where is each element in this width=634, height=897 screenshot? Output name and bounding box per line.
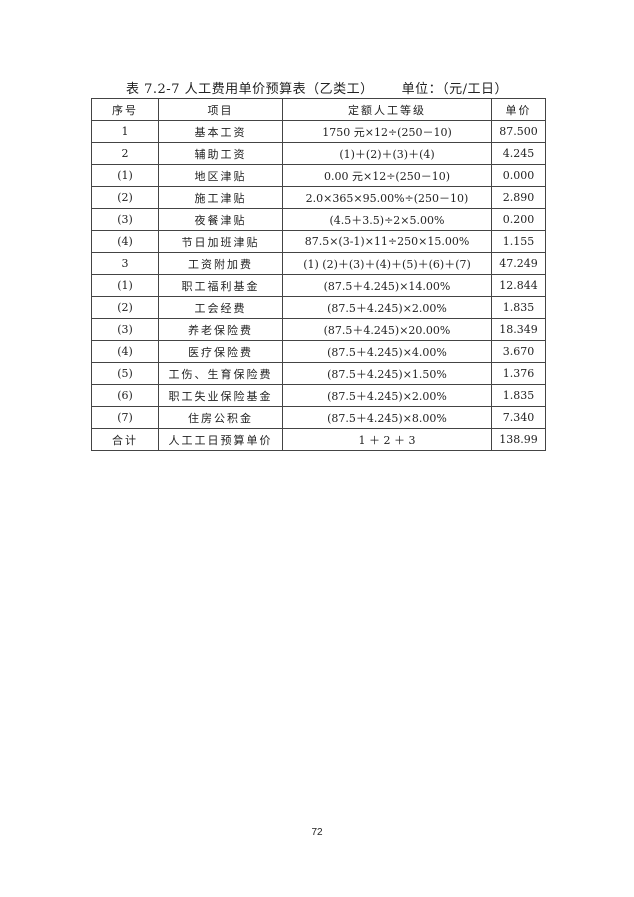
formula: (1)＋(2)＋(3)＋(4) [282, 142, 492, 165]
row-number: (4) [91, 340, 159, 363]
unit-price: 87.500 [491, 120, 546, 143]
table-row: (3) 养老保险费 (87.5＋4.245)×20.00% 18.349 [91, 318, 546, 341]
unit-price: 4.245 [491, 142, 546, 165]
row-number: 合计 [91, 428, 159, 451]
table-unit: 单位：（元/工日） [401, 82, 508, 97]
item-name: 职工失业保险基金 [158, 384, 283, 407]
row-number: 3 [91, 252, 159, 275]
table-row: (1) 职工福利基金 (87.5＋4.245)×14.00% 12.844 [91, 274, 546, 297]
unit-price: 0.000 [491, 164, 546, 187]
item-name: 辅助工资 [158, 142, 283, 165]
table-row: (1) 地区津贴 0.00 元×12÷(250－10) 0.000 [91, 164, 546, 187]
item-name: 地区津贴 [158, 164, 283, 187]
table-row: (7) 住房公积金 (87.5＋4.245)×8.00% 7.340 [91, 406, 546, 429]
formula: 0.00 元×12÷(250－10) [282, 164, 492, 187]
table-row: (4) 节日加班津贴 87.5×(3-1)×11÷250×15.00% 1.155 [91, 230, 546, 253]
item-name: 医疗保险费 [158, 340, 283, 363]
table-row: 3 工资附加费 (1) (2)＋(3)＋(4)＋(5)＋(6)＋(7) 47.249 [91, 252, 546, 275]
header-cell: 序号 [91, 98, 159, 121]
item-name: 工资附加费 [158, 252, 283, 275]
table-row: (5) 工伤、生育保险费 (87.5＋4.245)×1.50% 1.376 [91, 362, 546, 385]
unit-price: 1.835 [491, 296, 546, 319]
formula: (87.5＋4.245)×2.00% [282, 296, 492, 319]
formula: (4.5＋3.5)÷2×5.00% [282, 208, 492, 231]
row-number: (1) [91, 274, 159, 297]
unit-price: 12.844 [491, 274, 546, 297]
table-row: 2 辅助工资 (1)＋(2)＋(3)＋(4) 4.245 [91, 142, 546, 165]
header-cell: 单价 [491, 98, 546, 121]
item-name: 夜餐津贴 [158, 208, 283, 231]
table-row: (3) 夜餐津贴 (4.5＋3.5)÷2×5.00% 0.200 [91, 208, 546, 231]
item-name: 节日加班津贴 [158, 230, 283, 253]
unit-price: 2.890 [491, 186, 546, 209]
formula: (87.5＋4.245)×1.50% [282, 362, 492, 385]
row-number: (4) [91, 230, 159, 253]
row-number: (3) [91, 208, 159, 231]
unit-price: 1.155 [491, 230, 546, 253]
formula: (87.5＋4.245)×2.00% [282, 384, 492, 407]
formula: (87.5＋4.245)×14.00% [282, 274, 492, 297]
table-row: (4) 医疗保险费 (87.5＋4.245)×4.00% 3.670 [91, 340, 546, 363]
item-name: 职工福利基金 [158, 274, 283, 297]
row-number: (2) [91, 296, 159, 319]
table-row: (2) 工会经费 (87.5＋4.245)×2.00% 1.835 [91, 296, 546, 319]
formula: (1) (2)＋(3)＋(4)＋(5)＋(6)＋(7) [282, 252, 492, 275]
table-title: 表 7.2-7 人工费用单价预算表（乙类工） [126, 82, 374, 97]
formula: 87.5×(3-1)×11÷250×15.00% [282, 230, 492, 253]
formula: (87.5＋4.245)×4.00% [282, 340, 492, 363]
page-number: 72 [311, 827, 323, 838]
unit-price: 0.200 [491, 208, 546, 231]
unit-price: 18.349 [491, 318, 546, 341]
item-name: 人工工日预算单价 [158, 428, 283, 451]
row-number: 2 [91, 142, 159, 165]
row-number: (6) [91, 384, 159, 407]
formula: 2.0×365×95.00%÷(250－10) [282, 186, 492, 209]
formula: 1750 元×12÷(250－10) [282, 120, 492, 143]
formula: (87.5＋4.245)×20.00% [282, 318, 492, 341]
row-number: (7) [91, 406, 159, 429]
table-header-row: 序号 项目 定额人工等级 单价 [91, 98, 546, 121]
formula: 1 ＋ 2 ＋ 3 [282, 428, 492, 451]
item-name: 工伤、生育保险费 [158, 362, 283, 385]
item-name: 养老保险费 [158, 318, 283, 341]
formula: (87.5＋4.245)×8.00% [282, 406, 492, 429]
row-number: (2) [91, 186, 159, 209]
row-number: (1) [91, 164, 159, 187]
item-name: 施工津贴 [158, 186, 283, 209]
row-number: (3) [91, 318, 159, 341]
table-row: 1 基本工资 1750 元×12÷(250－10) 87.500 [91, 120, 546, 143]
unit-price: 7.340 [491, 406, 546, 429]
header-cell: 项目 [158, 98, 283, 121]
item-name: 住房公积金 [158, 406, 283, 429]
unit-price: 1.835 [491, 384, 546, 407]
table-row: (6) 职工失业保险基金 (87.5＋4.245)×2.00% 1.835 [91, 384, 546, 407]
unit-price: 3.670 [491, 340, 546, 363]
row-number: 1 [91, 120, 159, 143]
table-row: (2) 施工津贴 2.0×365×95.00%÷(250－10) 2.890 [91, 186, 546, 209]
unit-price: 138.99 [491, 428, 546, 451]
header-cell: 定额人工等级 [282, 98, 492, 121]
item-name: 基本工资 [158, 120, 283, 143]
unit-price: 47.249 [491, 252, 546, 275]
item-name: 工会经费 [158, 296, 283, 319]
row-number: (5) [91, 362, 159, 385]
unit-price: 1.376 [491, 362, 546, 385]
labor-cost-table: 序号 项目 定额人工等级 单价 1 基本工资 1750 元×12÷(250－10) 8… [91, 98, 546, 451]
table-caption: 表 7.2-7 人工费用单价预算表（乙类工） 单位：（元/工日） [0, 78, 634, 97]
table-row: 合计 人工工日预算单价 1 ＋ 2 ＋ 3 138.99 [91, 428, 546, 451]
